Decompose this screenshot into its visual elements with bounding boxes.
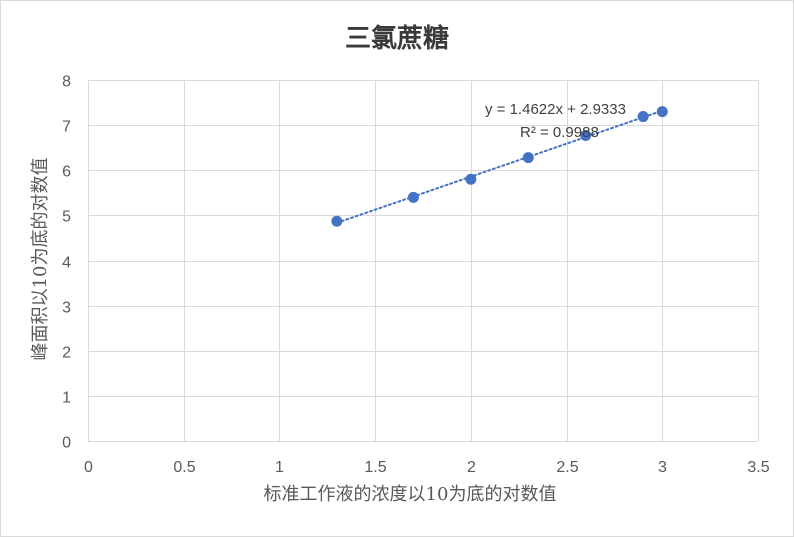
plot-marks (331, 106, 668, 227)
trendline-equation: y = 1.4622x + 2.9333 (485, 101, 626, 118)
x-tick-label: 0 (84, 459, 93, 476)
y-tick-label: 4 (62, 255, 71, 272)
x-axis-label: 标准工作液的浓度以10为底的对数值 (264, 484, 557, 505)
axis-tick-labels: 0 0.5 1 1.5 2 2.5 3 3.5 0 1 2 3 4 5 6 7 8 (62, 74, 770, 477)
y-tick-label: 1 (62, 390, 71, 407)
y-tick-label: 8 (62, 74, 71, 91)
data-point (407, 191, 419, 203)
data-point (637, 111, 649, 123)
trendline (335, 109, 664, 224)
y-tick-label: 5 (62, 209, 71, 226)
x-tick-label: 2 (467, 459, 476, 476)
y-tick-label: 7 (62, 119, 71, 136)
y-tick-label: 6 (62, 164, 71, 181)
x-tick-label: 3.5 (747, 459, 769, 476)
y-tick-label: 0 (62, 435, 71, 452)
data-point (522, 152, 534, 164)
y-tick-label: 2 (62, 345, 71, 362)
y-axis-label: 峰面积以10为底的对数值 (30, 158, 51, 361)
chart-title: 三氯蔗糖 (345, 23, 449, 54)
x-tick-label: 3 (658, 459, 667, 476)
x-tick-label: 2.5 (556, 459, 578, 476)
x-tick-label: 1 (275, 459, 284, 476)
data-point (580, 130, 592, 142)
y-tick-label: 3 (62, 300, 71, 317)
x-tick-label: 0.5 (173, 459, 195, 476)
data-point (656, 106, 668, 118)
x-tick-label: 1.5 (364, 459, 386, 476)
data-point (465, 173, 477, 185)
plot-grid (88, 80, 759, 442)
trendline-r-squared: R² = 0.9988 (520, 124, 599, 141)
data-point (331, 215, 343, 227)
